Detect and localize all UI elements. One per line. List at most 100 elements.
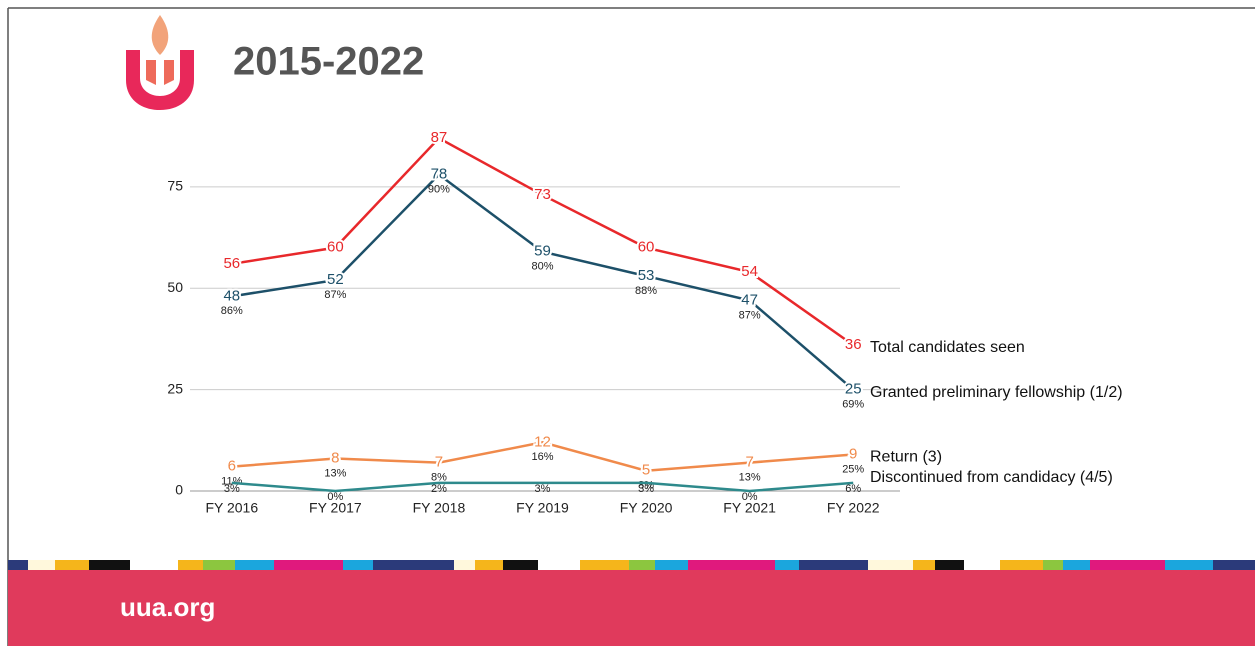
x-tick-label: FY 2020 — [620, 500, 673, 516]
value-label: 78 — [431, 166, 448, 183]
percent-label: 6% — [845, 483, 861, 495]
value-label: 52 — [327, 271, 344, 288]
percent-label: 13% — [739, 472, 761, 484]
x-tick-label: FY 2019 — [516, 500, 569, 516]
series-label: Total candidates seen — [870, 339, 1025, 356]
series-line — [231, 441, 854, 472]
footer-text: uua.org — [120, 592, 215, 622]
percent-label: 80% — [531, 261, 553, 273]
series-line — [231, 136, 854, 347]
value-label: 12 — [534, 433, 551, 450]
stripe-block — [320, 560, 343, 570]
series-line — [231, 173, 855, 391]
percent-label: 8% — [431, 472, 447, 484]
stripe-block — [964, 560, 1000, 570]
stripe-block — [538, 560, 580, 570]
value-label: 56 — [223, 255, 240, 272]
stripe-block — [799, 560, 830, 570]
stripe-block — [130, 560, 178, 570]
stripe-block — [1213, 560, 1238, 570]
stripe-block — [728, 560, 775, 570]
percent-label: 87% — [739, 309, 761, 321]
value-label: 36 — [845, 336, 862, 353]
x-tick-label: FY 2016 — [205, 500, 258, 516]
stripe-block — [830, 560, 868, 570]
stripe-block — [580, 560, 629, 570]
percent-label: 3% — [224, 483, 240, 495]
percent-label: 69% — [842, 399, 864, 411]
percent-label: 90% — [428, 184, 450, 196]
value-label: 7 — [745, 454, 753, 471]
stripe-block — [868, 560, 913, 570]
percent-label: 25% — [842, 463, 864, 475]
stripe-block — [373, 560, 410, 570]
stripe-block — [1238, 560, 1255, 570]
stripe-block — [775, 560, 799, 570]
series-label: Return (3) — [870, 449, 942, 466]
percent-label: 0% — [742, 491, 758, 503]
stripe-block — [1000, 560, 1043, 570]
stripe-block — [1043, 560, 1063, 570]
value-label: 47 — [741, 291, 758, 308]
series-line — [231, 481, 854, 493]
stripe-block — [8, 560, 28, 570]
value-label: 25 — [845, 381, 862, 398]
stripe-block — [410, 560, 454, 570]
percent-label: 13% — [324, 467, 346, 479]
stripe-block — [1165, 560, 1213, 570]
value-label: 9 — [849, 445, 857, 462]
percent-label: 2% — [431, 483, 447, 495]
stripe-block — [503, 560, 538, 570]
percent-label: 11% — [221, 476, 242, 488]
value-label: 59 — [534, 243, 551, 260]
value-label: 5 — [642, 462, 650, 479]
series-label: Discontinued from candidacy (4/5) — [870, 469, 1113, 486]
value-label: 60 — [638, 239, 655, 256]
stripe-block — [475, 560, 503, 570]
stripe-block — [28, 560, 55, 570]
x-tick-label: FY 2018 — [413, 500, 466, 516]
x-tick-label: FY 2021 — [723, 500, 776, 516]
color-stripe — [8, 560, 1255, 570]
value-label: 53 — [638, 267, 655, 284]
series-label: Granted preliminary fellowship (1/2) — [870, 384, 1123, 401]
stripe-block — [235, 560, 274, 570]
x-tick-label: FY 2017 — [309, 500, 362, 516]
stripe-block — [1124, 560, 1165, 570]
stripe-block — [688, 560, 728, 570]
percent-label: 3% — [535, 483, 551, 495]
y-tick-label: 50 — [167, 279, 183, 295]
stripe-block — [1090, 560, 1124, 570]
logo — [126, 15, 194, 110]
value-label: 7 — [435, 454, 443, 471]
stripe-block — [55, 560, 89, 570]
stripe-block — [1063, 560, 1090, 570]
x-tick-label: FY 2022 — [827, 500, 880, 516]
value-label: 60 — [327, 239, 344, 256]
value-label: 6 — [228, 458, 236, 475]
value-label: 8 — [331, 450, 339, 467]
value-label: 54 — [741, 263, 758, 280]
percent-label: 3% — [638, 483, 654, 495]
y-tick-label: 75 — [167, 178, 183, 194]
percent-label: 0% — [327, 491, 343, 503]
value-label: 73 — [534, 186, 551, 203]
stripe-block — [629, 560, 655, 570]
value-label: 87 — [431, 129, 448, 146]
stripe-block — [178, 560, 203, 570]
value-label: 48 — [223, 287, 240, 304]
percent-label: 87% — [324, 289, 346, 301]
y-tick-label: 25 — [167, 380, 183, 396]
stripe-block — [913, 560, 935, 570]
y-tick-label: 0 — [175, 482, 183, 498]
stripe-block — [935, 560, 964, 570]
percent-label: 86% — [221, 305, 243, 317]
stripe-block — [203, 560, 235, 570]
stripe-block — [655, 560, 688, 570]
percent-label: 16% — [531, 451, 553, 463]
stripe-block — [454, 560, 475, 570]
slide-title: 2015-2022 — [233, 40, 424, 84]
stripe-block — [89, 560, 130, 570]
